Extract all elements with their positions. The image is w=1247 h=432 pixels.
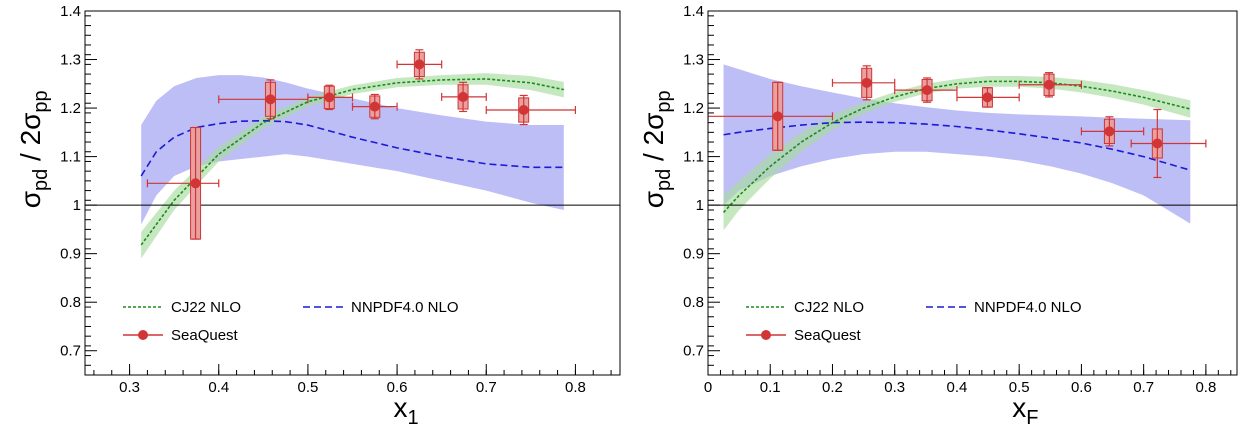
legend-seaquest-marker <box>761 330 771 340</box>
x-tick-label: 0.3 <box>884 379 905 396</box>
x-tick-label: 0.4 <box>947 379 968 396</box>
y-tick-label: 1.1 <box>683 149 704 166</box>
legend-cj22-label: CJ22 NLO <box>794 299 864 316</box>
y-tick-label: 0.8 <box>60 294 81 311</box>
nnpdf-band <box>141 75 564 225</box>
y-tick-label: 0.9 <box>60 246 81 263</box>
seaquest-marker <box>369 101 380 112</box>
y-tick-label: 1 <box>696 197 704 214</box>
x-tick-label: 0.3 <box>119 379 140 396</box>
seaquest-marker <box>1152 138 1163 149</box>
nnpdf-line <box>723 121 1191 171</box>
seaquest-point-5 <box>1080 116 1145 147</box>
nnpdf-line <box>140 119 564 177</box>
cj22-band <box>723 76 1191 231</box>
seaquest-marker <box>414 59 425 70</box>
seaquest-marker <box>772 111 783 122</box>
x-tick-label: 0.7 <box>1133 379 1154 396</box>
seaquest-marker <box>518 105 529 116</box>
y-axis-title: σpd / 2σpp <box>15 90 52 208</box>
plot-area <box>85 49 620 259</box>
seaquest-point-0 <box>708 81 834 151</box>
seaquest-point-4 <box>396 49 443 80</box>
x-axis-title-sub: F <box>1026 407 1038 427</box>
legend: CJ22 NLO NNPDF4.0 NLO SeaQuest <box>123 299 459 344</box>
y-tick-label: 1.4 <box>60 3 81 20</box>
x-tick-label: 0.6 <box>1071 379 1092 396</box>
seaquest-marker <box>861 77 872 88</box>
y-tick-label: 0.7 <box>683 343 704 360</box>
plot-area <box>708 64 1237 231</box>
y-axis-title-sub2: pp <box>30 90 52 112</box>
y-tick-label: 1.2 <box>683 100 704 117</box>
legend-cj22-label: CJ22 NLO <box>171 299 241 316</box>
seaquest-marker <box>324 92 335 103</box>
x-tick-label: 0 <box>704 379 712 396</box>
seaquest-marker <box>458 91 469 102</box>
panel-left: 0.7 0.8 0.9 1 1.1 1.2 1.3 1.4 0.3 0.4 0.5 0.6 0.7 0.8… <box>15 3 621 429</box>
x-axis-title: xF <box>1012 392 1038 427</box>
y-axis-title-sigma: σ <box>638 191 669 208</box>
x-tick-label: 0.5 <box>1009 379 1030 396</box>
seaquest-marker <box>982 92 993 103</box>
legend-seaquest-label: SeaQuest <box>794 327 862 344</box>
y-tick-label: 1.3 <box>60 52 81 69</box>
x-tick-label: 0.8 <box>1195 379 1216 396</box>
x-axis-title-main: x <box>1012 392 1026 423</box>
nnpdf-band <box>723 64 1191 224</box>
y-tick-label: 1.4 <box>683 3 704 20</box>
seaquest-point-6 <box>1130 108 1207 179</box>
seaquest-point-1 <box>218 79 309 120</box>
seaquest-marker <box>1104 126 1115 137</box>
seaquest-marker <box>265 94 276 105</box>
seaquest-point-5 <box>441 81 487 113</box>
y-axis-title-sub1: pd <box>653 169 675 191</box>
y-tick-label: 1 <box>73 197 81 214</box>
y-tick-label: 1.3 <box>683 52 704 69</box>
y-tick-label: 0.7 <box>60 343 81 360</box>
x-tick-label: 0.8 <box>565 379 586 396</box>
legend-nnpdf-label: NNPDF4.0 NLO <box>351 299 459 316</box>
seaquest-point-2 <box>307 84 354 111</box>
seaquest-point-0 <box>146 126 220 240</box>
legend: CJ22 NLO NNPDF4.0 NLO SeaQuest <box>746 299 1082 344</box>
x-tick-label: 0.4 <box>208 379 229 396</box>
x-tick-label: 0.5 <box>297 379 318 396</box>
x-tick-label: 0.2 <box>822 379 843 396</box>
legend-seaquest-label: SeaQuest <box>171 327 239 344</box>
seaquest-marker <box>922 85 933 96</box>
y-tick-label: 0.8 <box>683 294 704 311</box>
panel-right: 0.7 0.8 0.9 1 1.1 1.2 1.3 1.4 0 0.1 0.2 0.3 0.4 0.5 0.… <box>638 3 1238 429</box>
y-axis-title-sub1: pd <box>30 169 52 191</box>
seaquest-point-2 <box>894 77 958 103</box>
y-axis-title-mid: / 2σ <box>638 113 669 169</box>
y-tick-label: 0.9 <box>683 246 704 263</box>
x-axis-title-sub: 1 <box>407 407 418 427</box>
seaquest-marker <box>1044 79 1055 90</box>
y-axis-title-sigma: σ <box>15 191 46 208</box>
x-tick-label: 0.6 <box>387 379 408 396</box>
y-axis-title-mid: / 2σ <box>15 113 46 169</box>
cj22-line <box>722 80 1191 213</box>
x-tick-label: 0.1 <box>760 379 781 396</box>
plot-frame <box>84 10 621 376</box>
x-axis-title-main: x <box>393 392 407 423</box>
seaquest-point-4 <box>1018 72 1083 98</box>
y-axis-title: σpd / 2σpp <box>638 90 675 208</box>
seaquest-point-6 <box>485 94 577 126</box>
plot-frame <box>707 10 1238 376</box>
y-axis-title-sub2: pp <box>653 90 675 112</box>
y-tick-label: 1.2 <box>60 100 81 117</box>
x-axis-title: x1 <box>393 392 418 427</box>
seaquest-point-1 <box>831 65 896 101</box>
y-tick-label: 1.1 <box>60 149 81 166</box>
legend-nnpdf-label: NNPDF4.0 NLO <box>974 299 1082 316</box>
seaquest-point-3 <box>351 93 398 120</box>
x-tick-label: 0.7 <box>476 379 497 396</box>
seaquest-point-3 <box>956 87 1020 108</box>
seaquest-marker <box>190 178 201 189</box>
legend-seaquest-marker <box>138 330 148 340</box>
